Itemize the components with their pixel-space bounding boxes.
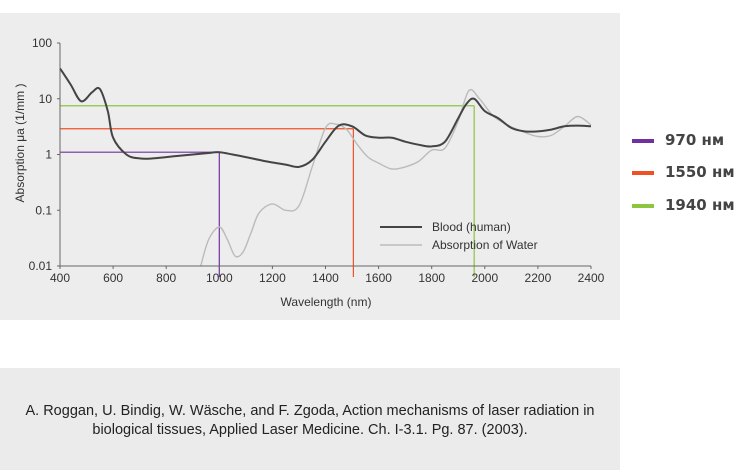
y-tick-label: 1 bbox=[45, 148, 52, 162]
legend-swatch-1550 bbox=[632, 171, 654, 175]
x-tick-label: 1400 bbox=[312, 271, 339, 285]
legend-text-0: Blood (human) bbox=[432, 220, 511, 234]
x-tick-label: 1200 bbox=[259, 271, 286, 285]
tick-labels: 400 600 800 1000 1200 1400 1600 1800 2000 2200 240… bbox=[29, 36, 605, 285]
x-tick-label: 400 bbox=[50, 271, 70, 285]
x-tick-label: 800 bbox=[156, 271, 176, 285]
legend-label-1550: 1550 нм bbox=[665, 163, 735, 181]
legend-label-970: 970 нм bbox=[665, 131, 725, 149]
x-tick-label: 1000 bbox=[206, 271, 233, 285]
y-axis-label: Absorption μa (1/mm ) bbox=[13, 84, 27, 203]
wavelength-legend: 970 нм 1550 нм 1940 нм bbox=[630, 0, 743, 320]
legend-swatch-970 bbox=[632, 139, 654, 143]
x-tick-label: 2000 bbox=[471, 271, 498, 285]
legend-item-1550: 1550 нм bbox=[630, 162, 743, 182]
y-tick-label: 0.01 bbox=[29, 259, 53, 273]
x-tick-label: 600 bbox=[103, 271, 123, 285]
x-tick-label: 1800 bbox=[418, 271, 445, 285]
legend-item-1940: 1940 нм bbox=[630, 195, 743, 215]
x-tick-label: 2200 bbox=[525, 271, 552, 285]
legend-swatch-1940 bbox=[632, 204, 654, 208]
citation-box: A. Roggan, U. Bindig, W. Wäsche, and F. … bbox=[0, 368, 620, 470]
y-tick-label: 100 bbox=[32, 36, 52, 50]
chart-legend: Blood (human) Absorption of Water bbox=[380, 220, 538, 252]
chart-panel: 400 600 800 1000 1200 1400 1600 1800 2000 2200 240… bbox=[0, 13, 620, 320]
axes bbox=[57, 42, 592, 269]
x-tick-label: 2400 bbox=[578, 271, 605, 285]
y-tick-label: 0.1 bbox=[35, 203, 52, 217]
legend-text-1: Absorption of Water bbox=[432, 238, 538, 252]
legend-label-1940: 1940 нм bbox=[665, 196, 735, 214]
series-line-0 bbox=[59, 67, 592, 169]
citation-text: A. Roggan, U. Bindig, W. Wäsche, and F. … bbox=[25, 403, 595, 438]
legend-item-970: 970 нм bbox=[630, 130, 743, 150]
reference-lines bbox=[60, 105, 475, 277]
absorption-chart: 400 600 800 1000 1200 1400 1600 1800 2000 2200 240… bbox=[13, 36, 605, 309]
x-tick-label: 1600 bbox=[365, 271, 392, 285]
y-tick-label: 10 bbox=[39, 92, 53, 106]
x-axis-label: Wavelength (nm) bbox=[281, 295, 372, 309]
series-lines bbox=[59, 67, 592, 267]
